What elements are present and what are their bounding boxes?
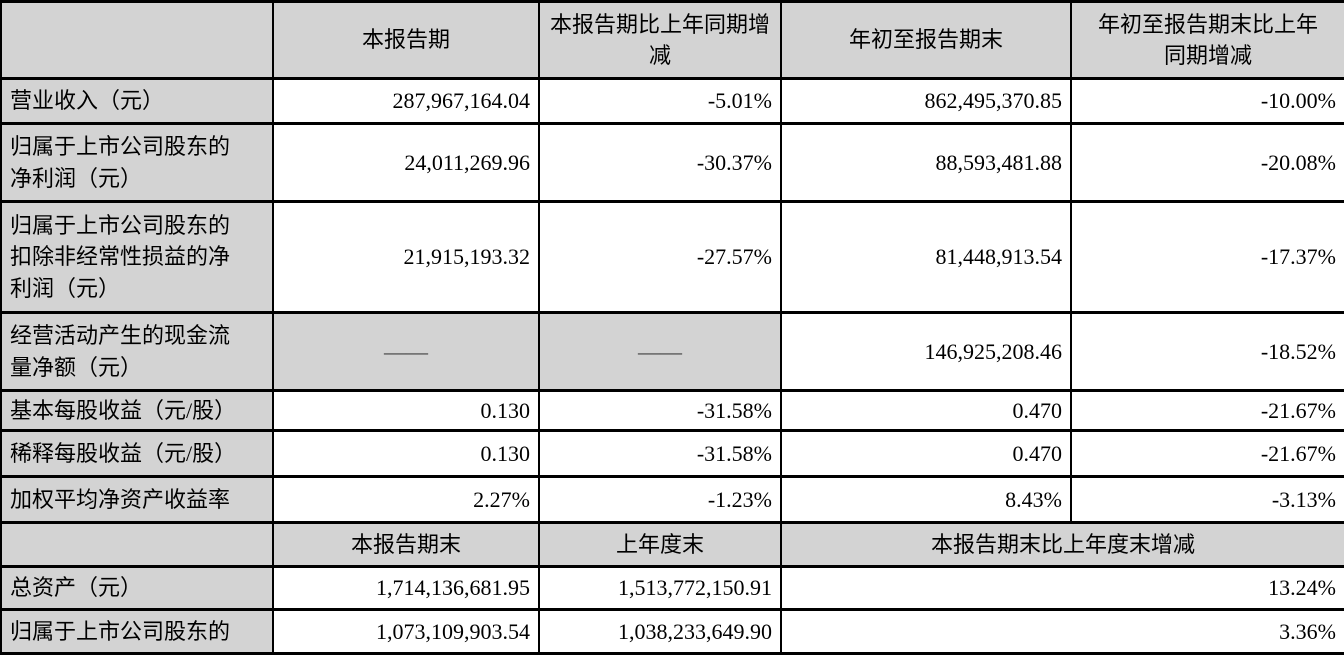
value-change: 13.24% — [780, 565, 1344, 611]
value-ytd: 0.470 — [780, 429, 1072, 478]
value-ytd: 862,495,370.85 — [780, 77, 1072, 125]
metric-label: 归属于上市公司股东的 净利润（元） — [0, 122, 274, 203]
value-period-end: 1,073,109,903.54 — [272, 608, 540, 655]
header-current-period: 本报告期 — [272, 0, 540, 80]
table-row-equity-attributable: 归属于上市公司股东的 1,073,109,903.54 1,038,233,64… — [0, 608, 1344, 655]
value-ytd: 81,448,913.54 — [780, 200, 1072, 314]
table-row-diluted-eps: 稀释每股收益（元/股） 0.130 -31.58% 0.470 -21.67% — [0, 429, 1344, 478]
value-prev-year-end: 1,038,233,649.90 — [538, 608, 782, 655]
value-ytd: 146,925,208.46 — [780, 311, 1072, 392]
table-row-net-profit: 归属于上市公司股东的 净利润（元） 24,011,269.96 -30.37% … — [0, 122, 1344, 203]
value-current: 287,967,164.04 — [272, 77, 540, 125]
corner-cell — [0, 0, 274, 80]
value-ytd-yoy: -21.67% — [1070, 389, 1344, 432]
value-current-yoy: -5.01% — [538, 77, 782, 125]
metric-label: 稀释每股收益（元/股） — [0, 429, 274, 478]
table-row-revenue: 营业收入（元） 287,967,164.04 -5.01% 862,495,37… — [0, 77, 1344, 125]
table-row-basic-eps: 基本每股收益（元/股） 0.130 -31.58% 0.470 -21.67% — [0, 389, 1344, 432]
value-ytd: 0.470 — [780, 389, 1072, 432]
value-current: 0.130 — [272, 429, 540, 478]
header-ytd-yoy: 年初至报告期末比上年 同期增减 — [1070, 0, 1344, 80]
header-row-section1: 本报告期 本报告期比上年同期增 减 年初至报告期末 年初至报告期末比上年 同期增… — [0, 0, 1344, 80]
value-ytd-yoy: -10.00% — [1070, 77, 1344, 125]
value-ytd-yoy: -18.52% — [1070, 311, 1344, 392]
value-ytd-yoy: -3.13% — [1070, 475, 1344, 524]
value-current-yoy: -31.58% — [538, 429, 782, 478]
metric-label: 营业收入（元） — [0, 77, 274, 125]
value-current: 0.130 — [272, 389, 540, 432]
value-current-yoy: -1.23% — [538, 475, 782, 524]
header-period-end: 本报告期末 — [272, 521, 540, 568]
value-prev-year-end: 1,513,772,150.91 — [538, 565, 782, 611]
table-row-operating-cash-flow: 经营活动产生的现金流 量净额（元） —— —— 146,925,208.46 -… — [0, 311, 1344, 392]
metric-label: 归属于上市公司股东的 扣除非经常性损益的净 利润（元） — [0, 200, 274, 314]
value-ytd: 8.43% — [780, 475, 1072, 524]
value-current-dash: —— — [272, 311, 540, 392]
metric-label: 基本每股收益（元/股） — [0, 389, 274, 432]
value-current-yoy: -31.58% — [538, 389, 782, 432]
metric-label: 归属于上市公司股东的 — [0, 608, 274, 655]
metric-label: 经营活动产生的现金流 量净额（元） — [0, 311, 274, 392]
table-row-weighted-avg-roe: 加权平均净资产收益率 2.27% -1.23% 8.43% -3.13% — [0, 475, 1344, 524]
value-current-yoy-dash: —— — [538, 311, 782, 392]
value-change: 3.36% — [780, 608, 1344, 655]
metric-label: 加权平均净资产收益率 — [0, 475, 274, 524]
value-current-yoy: -30.37% — [538, 122, 782, 203]
header-current-period-yoy: 本报告期比上年同期增 减 — [538, 0, 782, 80]
corner-cell — [0, 521, 274, 568]
value-current: 24,011,269.96 — [272, 122, 540, 203]
table-row-total-assets: 总资产（元） 1,714,136,681.95 1,513,772,150.91… — [0, 565, 1344, 611]
value-ytd: 88,593,481.88 — [780, 122, 1072, 203]
value-ytd-yoy: -17.37% — [1070, 200, 1344, 314]
value-period-end: 1,714,136,681.95 — [272, 565, 540, 611]
table-row-net-profit-excl-nonrecurring: 归属于上市公司股东的 扣除非经常性损益的净 利润（元） 21,915,193.3… — [0, 200, 1344, 314]
header-ytd: 年初至报告期末 — [780, 0, 1072, 80]
value-ytd-yoy: -20.08% — [1070, 122, 1344, 203]
value-current-yoy: -27.57% — [538, 200, 782, 314]
value-ytd-yoy: -21.67% — [1070, 429, 1344, 478]
header-prev-year-end: 上年度末 — [538, 521, 782, 568]
value-current: 21,915,193.32 — [272, 200, 540, 314]
header-period-end-change: 本报告期末比上年度末增减 — [780, 521, 1344, 568]
header-row-section2: 本报告期末 上年度末 本报告期末比上年度末增减 — [0, 521, 1344, 568]
value-current: 2.27% — [272, 475, 540, 524]
metric-label: 总资产（元） — [0, 565, 274, 611]
